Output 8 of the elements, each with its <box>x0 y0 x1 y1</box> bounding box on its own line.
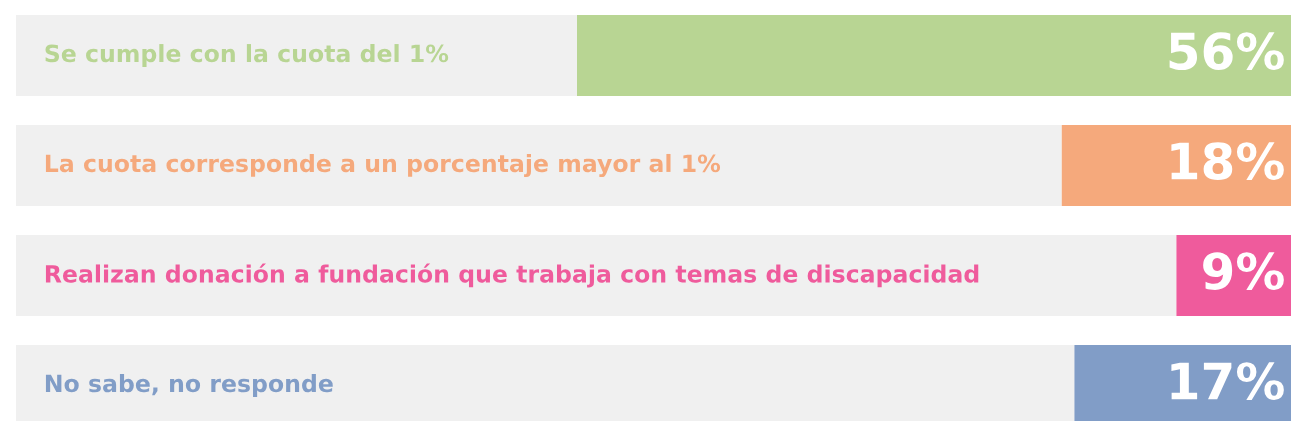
data-label: 18% <box>1171 142 1284 180</box>
y-tick-label: Realizan donación a fundación que trabaja con temas de discapacidad <box>45 263 979 288</box>
data-label: 56% <box>1169 32 1284 70</box>
y-tick-label: La cuota corresponde a un porcentaje mayor al 1% <box>45 153 721 177</box>
data-label: 17% <box>1171 362 1284 400</box>
y-tick-label: No sabe, no responde <box>45 374 333 397</box>
y-tick-label: Se cumple con la cuota del 1% <box>45 44 449 67</box>
data-label: 9% <box>1203 252 1284 290</box>
